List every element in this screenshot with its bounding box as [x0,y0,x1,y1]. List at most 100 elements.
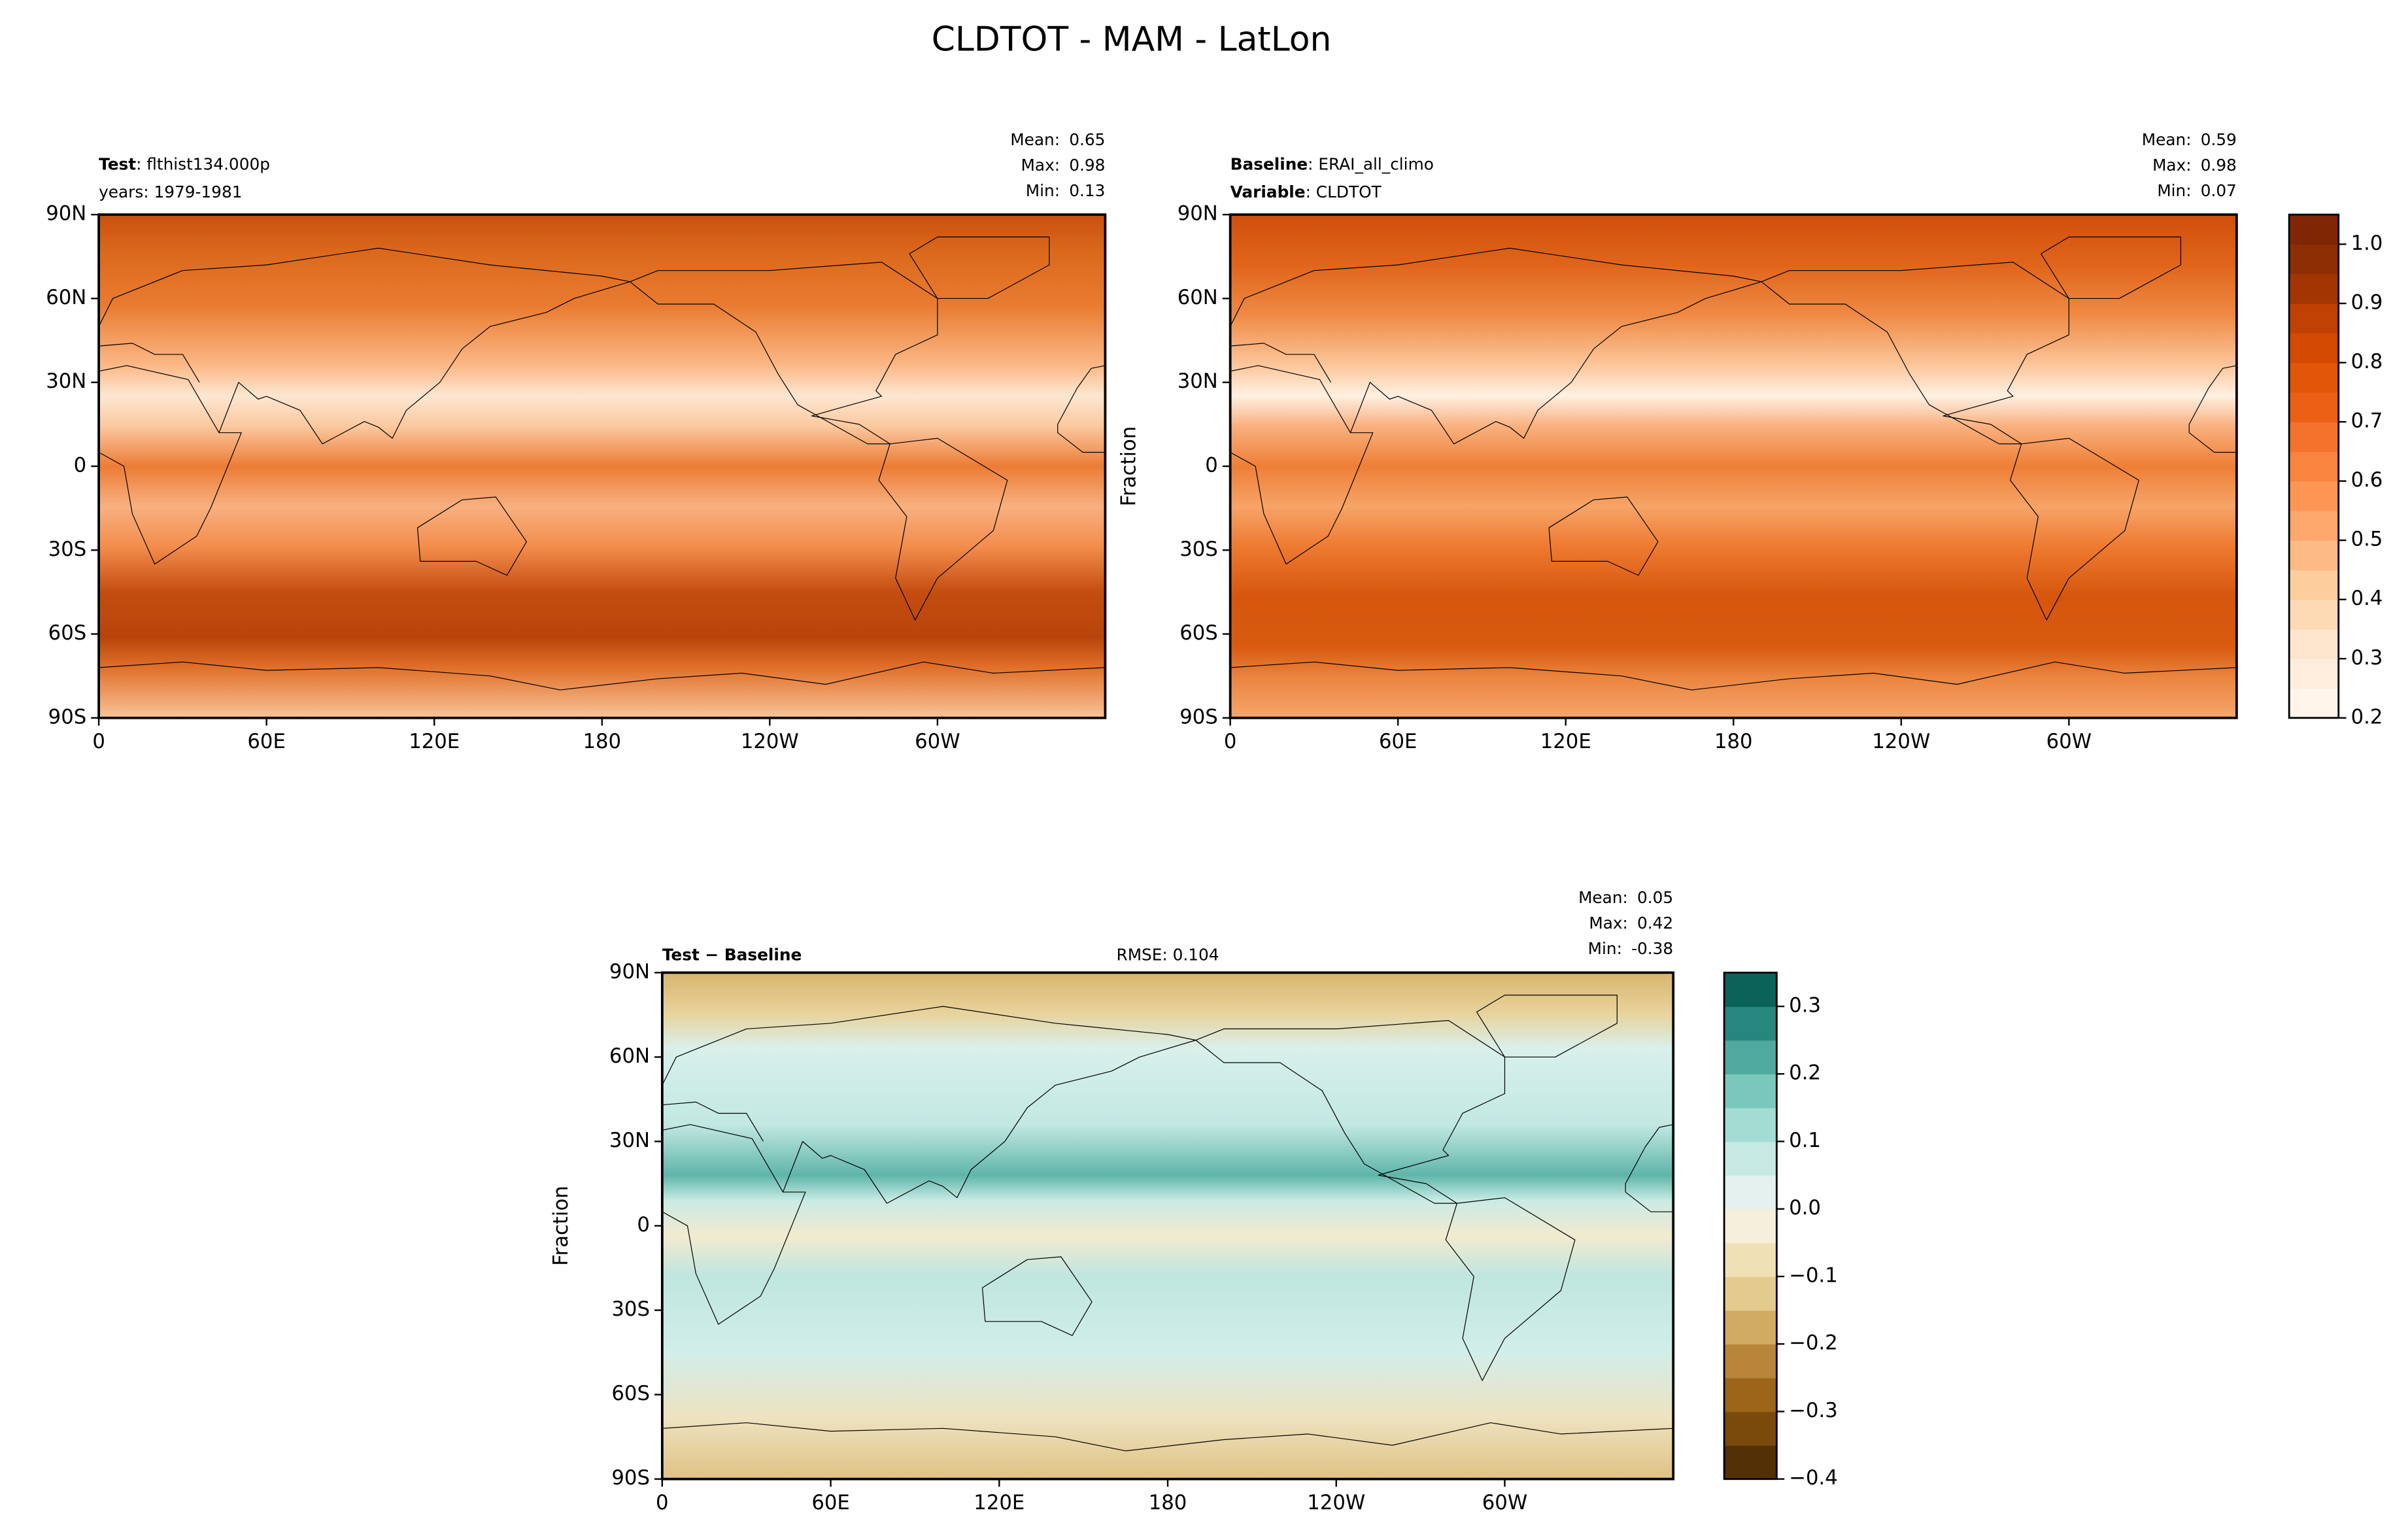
y-tick-label: 90N [46,203,86,226]
panel-label-key: Test [99,155,136,174]
colorbar-tick-label: −0.4 [1789,1467,1838,1490]
stat-line: Max: 0.98 [2152,156,2237,175]
colorbar-tick-label: 0.0 [1789,1197,1821,1220]
panel-label: Test − Baseline [662,945,802,964]
colorbar-band [2289,303,2339,334]
colorbar-band [1724,972,1777,1007]
colorbar-band [2289,659,2339,689]
stat-value: 0.65 [1069,130,1105,149]
stat-line: Max: 0.98 [1021,156,1106,175]
colorbar-tick-label: 0.3 [1789,994,1821,1017]
x-tick-label: 60E [247,730,285,753]
panel-label: years: 1979-1981 [99,182,242,201]
panel-label: Test: flthist134.000p [99,155,270,174]
colorbar-band [1724,1310,1777,1344]
colorbar-tick-label: 0.9 [2351,291,2383,314]
stat-line: Max: 0.42 [1589,914,1673,933]
stat-value: 0.05 [1637,888,1673,907]
y-tick-label: 0 [637,1214,650,1237]
colorbar-tick-label: 0.2 [2351,706,2383,728]
colorbar-band [1724,1344,1777,1378]
y-tick-label: 60N [609,1045,650,1068]
x-tick-label: 0 [92,730,105,753]
colorbar-band [1724,1208,1777,1244]
x-tick-label: 60W [1482,1492,1527,1514]
stat-value: 0.98 [1069,156,1105,175]
y-tick-label: 90N [1178,203,1218,226]
y-tick-label: 60S [1179,622,1218,645]
colorbar-band [2289,510,2339,541]
y-tick-label: 60N [1178,286,1218,309]
colorbar-band [1724,1074,1777,1108]
colorbar-band [1724,1445,1777,1480]
colorbar-tick-label: 0.5 [2351,528,2383,551]
x-tick-label: 180 [1714,730,1753,753]
colorbar-band [2289,599,2339,630]
y-tick-label: 60S [48,622,87,645]
stat-line: Mean: 0.05 [1578,888,1673,907]
colorbar-band [1724,1276,1777,1311]
colorbar-tick-label: 0.8 [2351,351,2383,373]
y-tick-label: 60N [46,286,86,309]
y-axis-label: Fraction [1118,426,1141,506]
panel-label: Variable: CLDTOT [1230,182,1382,201]
x-tick-label: 60E [1379,730,1417,753]
colorbar-band [1724,1175,1777,1210]
stat-value: 0.13 [1069,181,1105,200]
y-tick-label: 0 [74,454,87,477]
stat-line: Min: 0.13 [1026,181,1106,200]
stat-value: 0.59 [2201,130,2237,149]
stat-value: 0.42 [1637,914,1673,933]
y-tick-label: 60S [611,1382,650,1405]
stat-value: 0.98 [2201,156,2237,175]
stat-label: Mean: [1578,888,1628,907]
colorbar-band [1724,1377,1777,1412]
figure-title: CLDTOT - MAM - LatLon [932,20,1332,60]
stat-line: Min: -0.38 [1588,939,1674,958]
stat-value: 0.07 [2201,181,2237,200]
panel-label-key: Variable [1230,182,1306,201]
panel-label-text: : CLDTOT [1306,182,1382,201]
colorbar-tick-label: 0.7 [2351,410,2383,433]
y-tick-label: 90S [48,706,87,728]
x-tick-label: 60E [811,1492,849,1514]
colorbar-band [2289,362,2339,393]
colorbar-band [2289,688,2339,719]
colorbar-tick-label: 0.2 [1789,1062,1821,1085]
panel-label-key: Test − Baseline [662,945,802,964]
x-tick-label: 120W [1872,730,1930,753]
colorbar-band [2289,244,2339,275]
y-tick-label: 0 [1205,454,1218,477]
stat-label: Mean: [2142,130,2192,149]
y-tick-label: 90S [611,1467,650,1490]
colorbar-band [2289,628,2339,659]
x-tick-label: 120W [1307,1492,1365,1514]
colorbar-band [2289,392,2339,422]
stat-label: Max: [2152,156,2192,175]
stat-label: Min: [1026,181,1060,200]
colorbar-tick-label: 0.3 [2351,647,2383,670]
x-tick-label: 180 [583,730,621,753]
stat-value: -0.38 [1631,939,1673,958]
y-tick-label: 30N [609,1129,650,1152]
colorbar-band [1724,1242,1777,1277]
x-tick-label: 180 [1149,1492,1187,1514]
x-tick-label: 120W [741,730,799,753]
colorbar-band [2289,570,2339,600]
stat-line: Min: 0.07 [2157,181,2237,200]
colorbar-band [1724,1040,1777,1074]
colorbar-tick-label: 0.1 [1789,1129,1821,1152]
x-tick-label: 0 [1224,730,1237,753]
y-tick-label: 30S [48,538,87,561]
colorbar-band [1724,1411,1777,1446]
x-tick-label: 120E [1540,730,1591,753]
x-tick-label: 120E [974,1492,1025,1514]
y-tick-label: 30S [1179,538,1218,561]
colorbar-band [2289,273,2339,304]
colorbar-tick-label: 0.6 [2351,469,2383,492]
stat-label: Max: [1021,156,1060,175]
panel-label-key: Baseline [1230,155,1308,174]
x-tick-label: 60W [915,730,960,753]
colorbar-frame [1723,971,1778,1480]
